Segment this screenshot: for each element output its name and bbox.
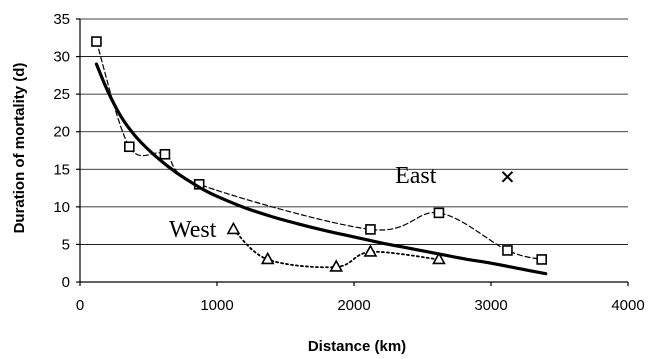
x-axis-title: Distance (km) [308, 338, 406, 355]
y-tick-label: 20 [53, 124, 70, 141]
triangle-marker [363, 244, 378, 257]
x-tick-label: 3000 [474, 297, 507, 314]
y-tick-label: 15 [53, 161, 70, 178]
square-marker [365, 224, 376, 235]
gridlines [80, 18, 628, 245]
x-tick-label: 1000 [200, 297, 233, 314]
series-2 [501, 171, 514, 183]
series-line [94, 62, 548, 276]
x-marker [501, 171, 514, 183]
tick-labels: 0 5 10 15 20 25 30 35 0 1000 2000 3000 4000 [53, 11, 644, 314]
y-tick-label: 35 [53, 11, 70, 28]
y-tick-label: 30 [53, 49, 70, 66]
square-marker [502, 245, 513, 256]
x-tick-label: 2000 [337, 297, 370, 314]
series-line [95, 40, 543, 261]
annotation-east: East [395, 163, 437, 189]
y-tick-label: 5 [62, 236, 70, 253]
series-1 [226, 221, 446, 272]
triangle-marker [226, 221, 241, 235]
y-axis-title: Duration of mortality (d) [11, 63, 28, 234]
triangle-marker [432, 251, 446, 265]
x-tick-label: 0 [76, 297, 84, 314]
y-tick-label: 10 [53, 199, 70, 216]
square-marker [433, 207, 445, 219]
y-tick-label: 25 [53, 86, 70, 103]
square-marker [91, 36, 102, 47]
square-marker [536, 254, 547, 265]
axes [76, 18, 629, 286]
annotation-west: West [169, 217, 217, 243]
series-layer [91, 36, 548, 276]
triangle-marker [329, 259, 344, 272]
square-marker [159, 148, 171, 160]
triangle-marker [260, 251, 275, 265]
x-tick-label: 4000 [611, 297, 644, 314]
series-3 [94, 62, 548, 276]
square-marker [124, 141, 135, 153]
y-tick-label: 0 [62, 274, 70, 291]
